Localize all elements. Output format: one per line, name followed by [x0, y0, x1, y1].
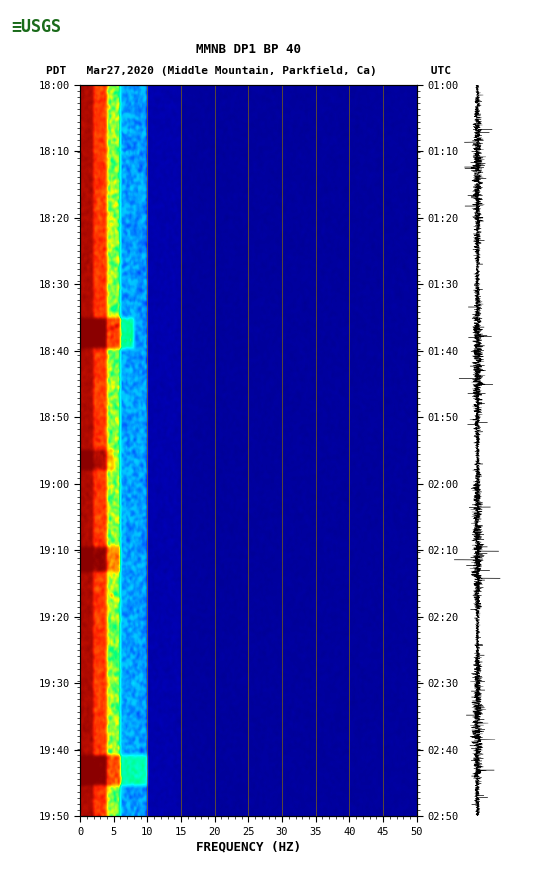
X-axis label: FREQUENCY (HZ): FREQUENCY (HZ) [196, 841, 301, 854]
Text: MMNB DP1 BP 40: MMNB DP1 BP 40 [196, 43, 301, 55]
Text: PDT   Mar27,2020 (Middle Mountain, Parkfield, Ca)        UTC: PDT Mar27,2020 (Middle Mountain, Parkfie… [46, 66, 451, 77]
Text: ≡USGS: ≡USGS [11, 18, 61, 36]
